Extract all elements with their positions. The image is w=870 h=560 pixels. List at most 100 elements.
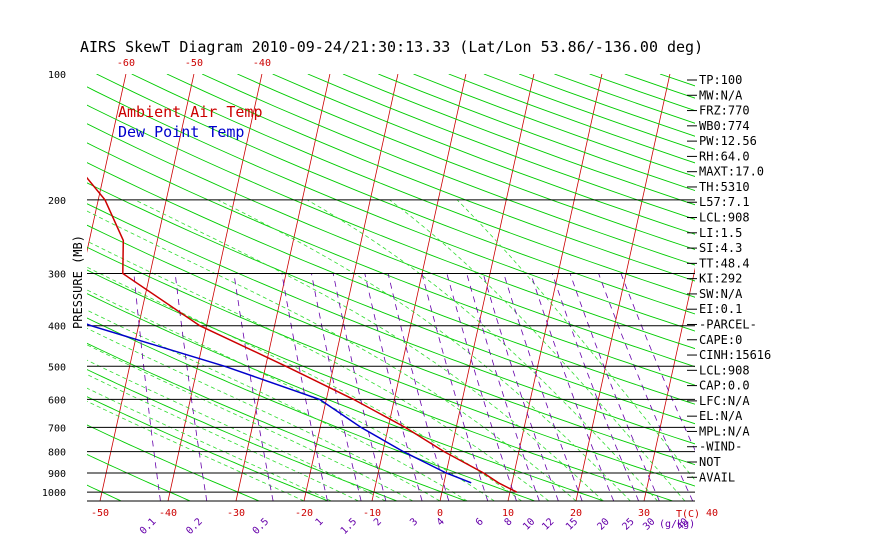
index-label: LI:1.5 xyxy=(699,226,742,240)
pressure-tick-label: 200 xyxy=(48,196,66,207)
dry-adiabat-line xyxy=(87,342,467,501)
index-label: SI:4.3 xyxy=(699,241,742,255)
dry-adiabat-line xyxy=(87,454,191,501)
moist-adiabat-line xyxy=(87,344,413,501)
index-label: FRZ:770 xyxy=(699,104,750,118)
moist-adiabat-line xyxy=(134,199,604,501)
legend: Ambient Air Temp Dew Point Temp xyxy=(118,103,263,141)
mixing-ratio-tick-label: 2 xyxy=(372,516,384,528)
mixing-ratio-line xyxy=(466,273,540,501)
dry-adiabat-line xyxy=(87,203,695,445)
index-label: AVAIL xyxy=(699,470,735,484)
bottom-temp-tick-label: 30 xyxy=(638,508,650,519)
mixing-ratio-line xyxy=(551,273,639,501)
profiles xyxy=(87,176,518,493)
isotherm-line xyxy=(99,74,195,501)
mixing-ratio-line xyxy=(332,273,387,501)
mixing-ratio-line xyxy=(569,273,660,501)
mixing-ratio-tick-label: 3 xyxy=(408,516,420,528)
pressure-tick-label: 400 xyxy=(48,322,66,333)
mixing-ratio-line xyxy=(598,273,694,501)
moist-adiabat-line xyxy=(217,199,631,501)
mixing-ratio-line xyxy=(281,273,328,501)
index-label: TP:100 xyxy=(699,73,742,87)
mixing-ratio-tick-label: 4 xyxy=(435,516,447,528)
index-label: MPL:N/A xyxy=(699,424,750,438)
mixing-ratio-tick-label: 6 xyxy=(474,516,486,528)
moist-adiabat-line xyxy=(87,387,332,501)
index-label: L57:7.1 xyxy=(699,195,750,209)
dry-adiabat-line xyxy=(87,162,695,405)
mixing-ratio-line xyxy=(482,273,559,501)
isotherms xyxy=(87,74,695,501)
mixing-ratio-tick-label: 25 xyxy=(620,516,636,532)
dry-adiabat-line xyxy=(659,74,695,87)
dry-adiabat-line xyxy=(87,424,260,501)
dry-adiabat-line xyxy=(0,74,52,501)
mixing-ratio-line xyxy=(530,273,615,501)
dewpoint-profile-line xyxy=(87,323,472,484)
dry-adiabat-line xyxy=(307,74,695,220)
dry-adiabat-line xyxy=(87,142,695,386)
mixing-ratio-tick-label: 1.5 xyxy=(339,516,360,537)
moist-adiabat-line xyxy=(87,266,522,501)
dry-adiabat-line xyxy=(413,74,695,177)
moist-adiabat-line xyxy=(456,199,695,481)
index-label: MW:N/A xyxy=(699,88,743,102)
dry-adiabat-line xyxy=(87,104,695,350)
index-label: TT:48.4 xyxy=(699,256,750,270)
index-label: LCL:908 xyxy=(699,211,750,225)
x-axis-label: T(C) xyxy=(676,509,700,520)
index-label: -PARCEL- xyxy=(699,317,757,331)
bottom-temp-tick-label: -30 xyxy=(227,508,245,519)
isotherm-line xyxy=(507,74,603,501)
isotherm-line xyxy=(167,74,263,501)
pressure-tick-label: 1000 xyxy=(42,488,66,499)
index-label: EI:0.1 xyxy=(699,302,742,316)
mixing-ratio-tick-label: 0.1 xyxy=(138,516,159,537)
mixing-ratio-tick-label: 0.5 xyxy=(251,516,272,537)
index-label: -WIND- xyxy=(699,440,742,454)
isotherm-line xyxy=(235,74,331,501)
chart-title: AIRS SkewT Diagram 2010-09-24/21:30:13.3… xyxy=(80,38,703,56)
index-label: MAXT:17.0 xyxy=(699,165,764,179)
index-label: LCL:908 xyxy=(699,363,750,377)
pressure-tick-label: 100 xyxy=(48,70,66,81)
dry-adiabat-line xyxy=(448,74,695,164)
top-temp-tick-label: -40 xyxy=(253,58,271,69)
mixing-ratio-line xyxy=(364,273,423,501)
mixing-ratio-tick-label: 1 xyxy=(314,516,326,528)
top-temp-tick-label: -60 xyxy=(117,58,135,69)
dry-adiabat-line xyxy=(87,86,695,332)
moist-adiabat-line xyxy=(87,240,550,501)
legend-temp-label: Ambient Air Temp xyxy=(118,103,263,121)
dry-adiabat-line xyxy=(87,293,605,501)
mixing-ratio-ticks: 0.1 0.2 0.5 1 1.5 2 3 4 6 8 10 12 15 20 25 30 40 xyxy=(138,516,691,537)
bottom-temp-tick-label: 10 xyxy=(502,508,514,519)
index-label: CINH:15616 xyxy=(699,348,771,362)
index-label: WB0:774 xyxy=(699,119,750,133)
moist-adiabats xyxy=(87,199,695,501)
isotherm-line xyxy=(643,267,695,501)
index-label: PW:12.56 xyxy=(699,134,757,148)
bottom-temp-tick-label: -10 xyxy=(363,508,381,519)
dry-adiabat-line xyxy=(87,224,695,466)
mixing-ratio-tick-label: 12 xyxy=(540,516,556,532)
index-label: NOT xyxy=(699,455,721,469)
index-label: RH:64.0 xyxy=(699,149,750,163)
moist-adiabat-line xyxy=(87,400,305,501)
legend-dew-label: Dew Point Temp xyxy=(118,123,244,141)
pressure-tick-label: 300 xyxy=(48,270,66,281)
bottom-temp-tick-label: -20 xyxy=(295,508,313,519)
dry-adiabat-line xyxy=(87,246,695,487)
dry-adiabat-line xyxy=(87,123,695,368)
temperature-profile-line xyxy=(87,176,518,493)
dry-adiabat-line xyxy=(483,74,695,150)
dry-adiabat-line xyxy=(518,74,695,137)
bottom-temp-tick-label: 0 xyxy=(437,508,443,519)
dry-adiabat-line xyxy=(87,396,329,501)
dry-adiabat-line xyxy=(766,74,870,501)
index-label: TH:5310 xyxy=(699,180,750,194)
index-label: EL:N/A xyxy=(699,409,743,423)
